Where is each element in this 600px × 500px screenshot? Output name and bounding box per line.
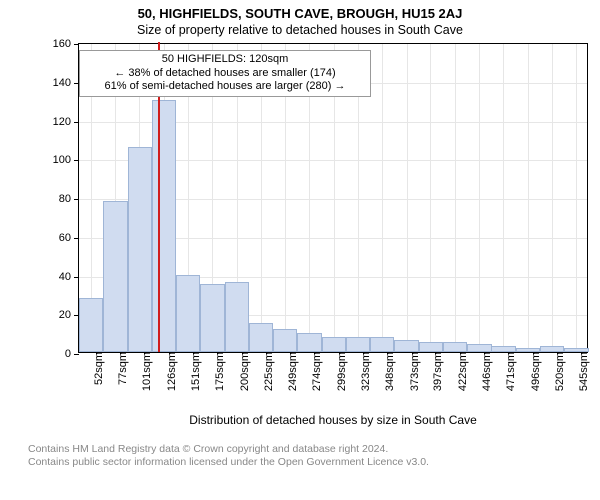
page-subtitle: Size of property relative to detached ho… xyxy=(0,23,600,37)
annotation-box: 50 HIGHFIELDS: 120sqm ← 38% of detached h… xyxy=(79,50,371,97)
y-tick: 80 xyxy=(59,193,79,205)
gridline-v xyxy=(407,44,408,352)
x-tick: 397sqm xyxy=(426,352,444,391)
x-tick: 274sqm xyxy=(305,352,323,391)
x-tick: 545sqm xyxy=(572,352,590,391)
footer-line1: Contains HM Land Registry data © Crown c… xyxy=(28,443,388,455)
gridline-v xyxy=(552,44,553,352)
y-tick: 20 xyxy=(59,309,79,321)
annot-line1: 50 HIGHFIELDS: 120sqm xyxy=(162,53,289,65)
histogram-bar xyxy=(249,323,273,352)
y-tick: 100 xyxy=(53,154,79,166)
histogram-bar xyxy=(564,348,588,352)
x-tick: 200sqm xyxy=(233,352,251,391)
x-tick: 348sqm xyxy=(378,352,396,391)
x-tick: 175sqm xyxy=(208,352,226,391)
x-tick: 151sqm xyxy=(184,352,202,391)
histogram-bar xyxy=(540,346,564,352)
y-tick: 40 xyxy=(59,271,79,283)
histogram-bar xyxy=(370,337,394,353)
y-tick: 60 xyxy=(59,232,79,244)
histogram-bar xyxy=(322,337,346,353)
footer-attribution: Contains HM Land Registry data © Crown c… xyxy=(12,443,429,468)
histogram-bar xyxy=(103,201,127,352)
histogram-bar xyxy=(200,284,224,352)
y-tick: 120 xyxy=(53,116,79,128)
gridline-v xyxy=(503,44,504,352)
plot-area: 02040608010012014016052sqm77sqm101sqm126… xyxy=(78,43,588,353)
histogram-bar xyxy=(79,298,103,352)
footer-line2: Contains public sector information licen… xyxy=(28,456,429,468)
x-tick: 422sqm xyxy=(451,352,469,391)
histogram-bar xyxy=(516,348,540,352)
gridline-v xyxy=(455,44,456,352)
gridline-v xyxy=(430,44,431,352)
x-tick: 323sqm xyxy=(354,352,372,391)
page-title: 50, HIGHFIELDS, SOUTH CAVE, BROUGH, HU15… xyxy=(0,6,600,21)
histogram-bar xyxy=(297,333,321,352)
histogram-bar xyxy=(394,340,418,352)
gridline-v xyxy=(576,44,577,352)
histogram-bar xyxy=(152,100,176,352)
x-tick: 77sqm xyxy=(111,352,129,385)
x-tick: 101sqm xyxy=(135,352,153,391)
histogram-bar xyxy=(419,342,443,352)
histogram-bar xyxy=(491,346,515,352)
x-tick: 52sqm xyxy=(87,352,105,385)
x-tick: 496sqm xyxy=(524,352,542,391)
x-axis-label: Distribution of detached houses by size … xyxy=(78,413,588,427)
y-tick: 140 xyxy=(53,77,79,89)
y-tick: 160 xyxy=(53,38,79,50)
chart-container: Number of detached properties 0204060801… xyxy=(12,43,588,353)
histogram-bar xyxy=(467,344,491,352)
histogram-bar xyxy=(128,147,152,352)
annot-line3: 61% of semi-detached houses are larger (… xyxy=(105,80,346,92)
x-tick: 446sqm xyxy=(475,352,493,391)
gridline-v xyxy=(479,44,480,352)
annot-line2: ← 38% of detached houses are smaller (17… xyxy=(114,67,335,79)
gridline-v xyxy=(528,44,529,352)
histogram-bar xyxy=(346,337,370,353)
histogram-bar xyxy=(273,329,297,352)
y-tick: 0 xyxy=(65,348,79,360)
histogram-bar xyxy=(225,282,249,352)
x-tick: 299sqm xyxy=(330,352,348,391)
x-tick: 249sqm xyxy=(281,352,299,391)
x-tick: 373sqm xyxy=(403,352,421,391)
x-tick: 225sqm xyxy=(257,352,275,391)
x-tick: 520sqm xyxy=(548,352,566,391)
x-tick: 126sqm xyxy=(160,352,178,391)
histogram-bar xyxy=(443,342,467,352)
histogram-bar xyxy=(176,275,200,353)
gridline-v xyxy=(382,44,383,352)
x-tick: 471sqm xyxy=(499,352,517,391)
